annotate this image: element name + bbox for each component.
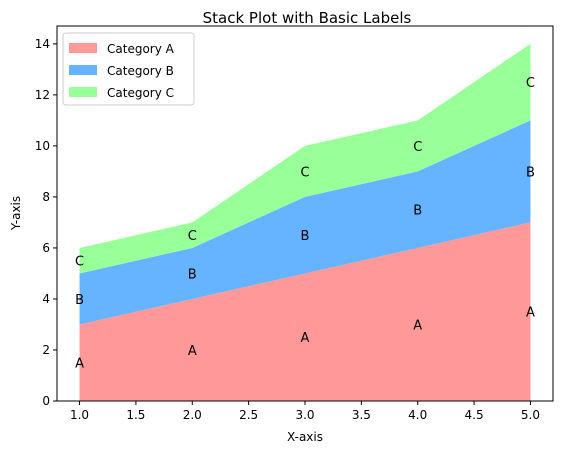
x-tick-label: 3.0 xyxy=(295,408,314,422)
y-tick-label: 4 xyxy=(42,292,50,306)
area-series-1 xyxy=(79,222,531,401)
area-series-3 xyxy=(79,43,531,274)
band-label-a-5: A xyxy=(526,306,535,321)
legend-item-label: Category A xyxy=(107,42,175,56)
band-label-a-3: A xyxy=(301,331,310,346)
band-label-b-5: B xyxy=(526,165,535,180)
legend-swatch xyxy=(69,43,97,53)
stack-areas xyxy=(79,43,531,401)
legend: Category A Category B Category C xyxy=(62,32,195,106)
x-tick-label: 3.5 xyxy=(352,408,371,422)
y-tick-label: 6 xyxy=(42,241,50,255)
band-label-c-1: C xyxy=(75,255,84,270)
x-tick-label: 1.5 xyxy=(126,408,145,422)
y-tick-label: 2 xyxy=(42,343,50,357)
band-labels: A A A A A B B B B B C C C C C xyxy=(75,76,535,372)
band-label-c-2: C xyxy=(188,229,197,244)
x-tick-label: 2.0 xyxy=(183,408,202,422)
legend-swatch xyxy=(69,87,97,97)
legend-item-label: Category C xyxy=(107,86,174,100)
band-label-c-5: C xyxy=(526,76,535,91)
band-label-c-4: C xyxy=(413,140,422,155)
band-label-b-1: B xyxy=(75,293,84,308)
y-tick-label: 12 xyxy=(35,88,50,102)
x-axis: 1.0 1.5 2.0 2.5 3.0 3.5 4.0 4.5 5.0 xyxy=(70,401,540,422)
band-label-a-1: A xyxy=(75,357,84,372)
band-label-b-4: B xyxy=(413,204,422,219)
x-tick-label: 1.0 xyxy=(70,408,89,422)
band-label-a-4: A xyxy=(413,318,422,333)
x-tick-label: 5.0 xyxy=(521,408,540,422)
band-label-a-2: A xyxy=(188,344,197,359)
x-tick-label: 2.5 xyxy=(239,408,258,422)
x-axis-label: X-axis xyxy=(287,430,323,444)
band-label-b-2: B xyxy=(188,267,197,282)
x-tick-label: 4.0 xyxy=(408,408,427,422)
legend-item-label: Category B xyxy=(107,64,174,78)
y-tick-label: 8 xyxy=(42,190,50,204)
x-tick-label: 4.5 xyxy=(465,408,484,422)
band-label-b-3: B xyxy=(301,229,310,244)
y-axis: 0 2 4 6 8 10 12 14 xyxy=(35,37,57,408)
band-label-c-3: C xyxy=(300,165,309,180)
chart-title: Stack Plot with Basic Labels xyxy=(203,9,412,27)
y-tick-label: 0 xyxy=(42,394,50,408)
area-series-2 xyxy=(79,120,531,325)
y-axis-label: Y-axis xyxy=(9,196,23,231)
y-tick-label: 14 xyxy=(35,37,50,51)
y-tick-label: 10 xyxy=(35,139,50,153)
legend-swatch xyxy=(69,65,97,75)
